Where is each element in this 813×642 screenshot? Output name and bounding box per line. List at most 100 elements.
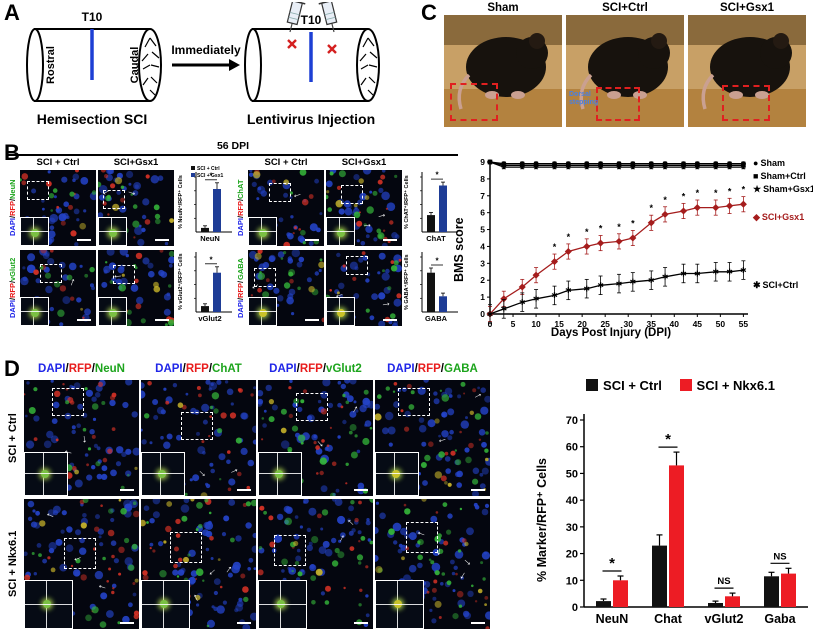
svg-text:★: ★ [740, 164, 746, 172]
syringe-icon [286, 2, 306, 33]
orthogonal-inset [375, 452, 419, 496]
t10-label-right: T10 [301, 13, 322, 27]
scale-bar [155, 319, 169, 321]
hemisection-caption: Hemisection SCI [37, 111, 147, 127]
roi-dashed-box [269, 183, 291, 202]
micrograph-b-vglut2-gsx1: →→ [98, 250, 174, 326]
svg-text:1: 1 [480, 292, 485, 302]
y-axis-label: % GABA⁺/RFP⁺ Cells [404, 254, 410, 310]
x-axis-label: vGlut2 [198, 314, 222, 323]
svg-text:✱: ✱ [662, 273, 669, 282]
x-axis-label: ChAT [426, 234, 446, 243]
roi-dashed-box [52, 388, 84, 416]
svg-text:→: → [361, 218, 373, 231]
svg-text:Gaba: Gaba [764, 612, 796, 626]
svg-text:9: 9 [480, 157, 485, 167]
mouse-photo [444, 15, 562, 127]
svg-text:→: → [79, 433, 92, 445]
legend-entry: ✱ SCI+Ctrl [753, 280, 799, 290]
b-col-header-4: SCI+Gsx1 [341, 157, 387, 168]
svg-text:*: * [631, 218, 635, 228]
legend-swatch-nkx [679, 379, 692, 391]
scale-bar [471, 489, 485, 491]
svg-text:✱: ✱ [629, 278, 636, 287]
roi-dashed-box [296, 393, 328, 421]
svg-text:5: 5 [480, 225, 485, 235]
svg-text:★: ★ [597, 164, 603, 172]
svg-text:→: → [346, 401, 362, 417]
chart-gaba-quant: % GABA⁺/RFP⁺ Cells * GABA [404, 248, 460, 328]
d-row-label-nkx: SCI + Nkx6.1 [7, 530, 19, 598]
svg-text:★: ★ [662, 164, 668, 172]
orthogonal-inset [20, 217, 49, 246]
svg-text:✱: ✱ [648, 276, 655, 285]
roi-dashed-box [274, 535, 306, 566]
svg-text:*: * [209, 255, 213, 264]
svg-text:✱: ✱ [519, 298, 526, 307]
roi-dashed-box [64, 538, 96, 569]
svg-text:→: → [436, 434, 450, 449]
svg-text:8: 8 [480, 174, 485, 184]
scale-bar [237, 622, 251, 624]
svg-text:*: * [609, 555, 615, 572]
d-col-header-neun: DAPI/RFP/NeuN [38, 363, 125, 375]
dpi-header-rule [8, 154, 458, 156]
legend-entry: ■ Sham+Ctrl [753, 171, 806, 181]
svg-text:→: → [125, 184, 139, 199]
d-chart-legend: SCI + Ctrl SCI + Nkx6.1 [534, 378, 813, 393]
svg-text:✱: ✱ [680, 269, 687, 278]
roi-dashed-box [113, 265, 135, 284]
svg-text:*: * [567, 232, 571, 242]
chart-vglut2-quant: % vGlut2⁺/RFP⁺ Cells * vGlut2 [178, 248, 234, 328]
d-col-header-vglut2: DAPI/RFP/vGlut2 [269, 363, 362, 375]
svg-text:★: ★ [519, 164, 525, 172]
arrow-icon [172, 59, 240, 71]
scale-bar [77, 319, 91, 321]
svg-text:NS: NS [717, 576, 730, 587]
svg-text:*: * [553, 242, 557, 252]
svg-text:0: 0 [480, 309, 485, 319]
roi-dashed-box [40, 264, 62, 283]
roi-dashed-box [254, 268, 276, 287]
legend-entry: ◆ SCI+Gsx1 [753, 212, 805, 222]
legend-swatch-ctrl [586, 379, 599, 391]
svg-text:✱: ✱ [740, 266, 747, 275]
orthogonal-inset [24, 452, 68, 496]
hindlimb-highlight-box [722, 85, 770, 121]
svg-text:*: * [649, 203, 653, 213]
svg-text:*: * [696, 188, 700, 198]
stain-label-neun: DAPI / RFP / NeuN [8, 179, 17, 237]
svg-text:35: 35 [647, 319, 657, 329]
svg-text:★: ★ [648, 164, 654, 172]
svg-text:NS: NS [773, 551, 786, 562]
svg-text:✱: ✱ [551, 291, 558, 300]
injection-caption: Lentivirus Injection [247, 111, 375, 127]
scale-bar [120, 622, 134, 624]
orthogonal-inset [258, 452, 302, 496]
svg-text:40: 40 [566, 495, 578, 507]
roi-dashed-box [103, 190, 125, 209]
svg-text:→: → [375, 207, 389, 221]
scale-bar [354, 489, 368, 491]
orthogonal-inset [248, 297, 277, 326]
svg-text:50: 50 [566, 468, 578, 480]
svg-text:→: → [220, 561, 236, 577]
svg-text:★: ★ [584, 164, 590, 172]
orthogonal-inset [248, 217, 277, 246]
svg-text:→: → [64, 274, 79, 289]
mini-chart-legend: SCI + Ctrl SCI + Gsx1 [191, 166, 223, 179]
x-axis-label: GABA [424, 314, 448, 323]
grouped-bar-plot: 0 10 20 30 40 50 60 70 * NeuN * Chat NS vGlut2 NS Gaba [554, 404, 810, 629]
svg-text:★: ★ [726, 164, 732, 172]
svg-text:★: ★ [487, 159, 493, 167]
svg-text:→: → [71, 552, 86, 567]
injection-site-marker [327, 44, 337, 54]
chart-chat-quant: % ChAT⁺/RFP⁺ Cells * ChAT [404, 168, 460, 248]
svg-text:5: 5 [511, 319, 516, 329]
micrograph-d-gaba-ctrl: →→→ [375, 380, 490, 496]
svg-text:7: 7 [480, 191, 485, 201]
marker-quantification-chart: SCI + Ctrl SCI + Nkx6.1 0 10 20 30 40 50 60 70 *… [534, 378, 813, 638]
orthogonal-inset [375, 580, 424, 629]
svg-text:✱: ✱ [565, 286, 572, 295]
